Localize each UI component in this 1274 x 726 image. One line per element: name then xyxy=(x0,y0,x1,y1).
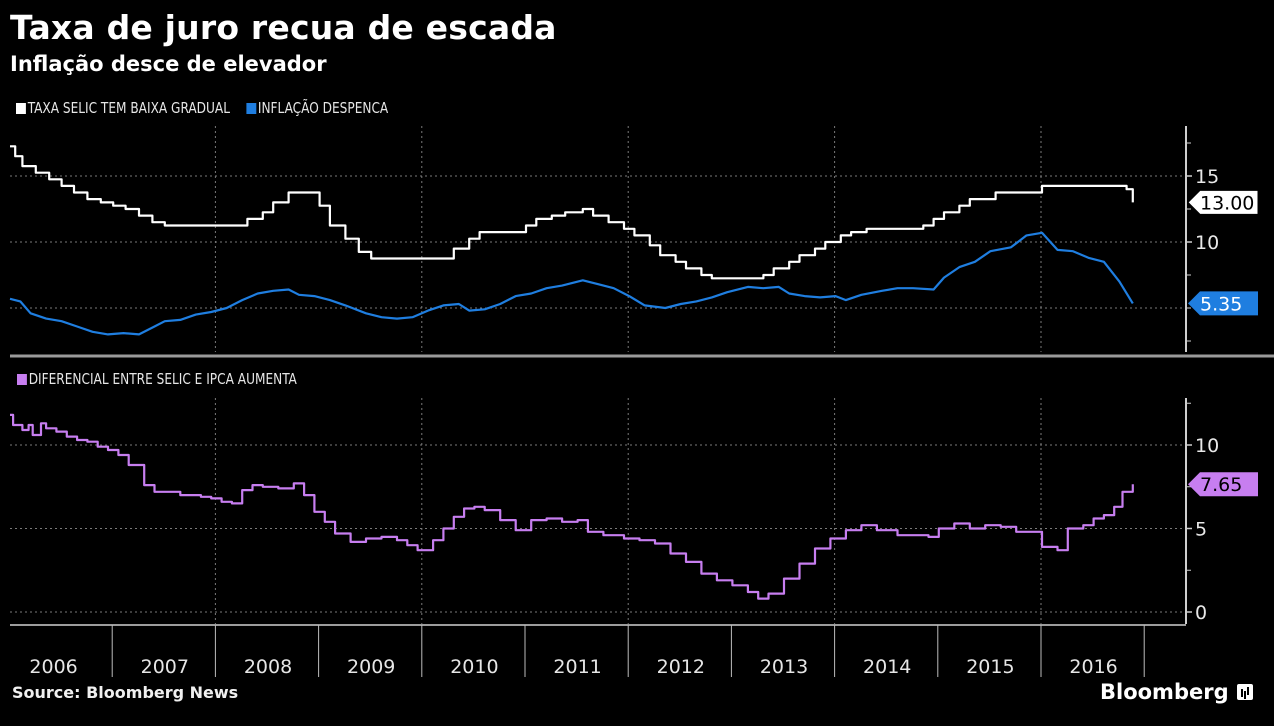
x-tick-label: 2006 xyxy=(29,656,77,678)
brand-name: Bloomberg xyxy=(1100,680,1229,704)
x-tick-label: 2010 xyxy=(450,656,498,678)
last-value-flag xyxy=(1187,189,1259,215)
last-value-flag xyxy=(1188,291,1258,316)
legend-bottom: DIFERENCIAL ENTRE SELIC E IPCA AUMENTA xyxy=(17,370,309,388)
source-note: Source: Bloomberg News xyxy=(12,683,239,702)
legend-swatch-selic xyxy=(16,102,26,114)
x-tick-label: 2015 xyxy=(966,656,1014,678)
chart-subtitle: Inflação desce de elevador xyxy=(10,52,327,76)
series-spread-line xyxy=(10,413,1134,600)
y-tick-label: 5 xyxy=(1195,519,1207,541)
last-value-flag xyxy=(1188,472,1258,497)
y-tick-label: 10 xyxy=(1195,232,1219,254)
y-tick-label: 15 xyxy=(1195,166,1219,188)
last-value-label: 5.35 xyxy=(1200,293,1242,315)
legend-label-ipca: INFLAÇÃO DESPENCA xyxy=(257,99,389,117)
x-tick-label: 2008 xyxy=(244,656,292,678)
legend-top: TAXA SELIC TEM BAIXA GRADUAL INFLAÇÃO DE… xyxy=(16,99,401,117)
last-value-label: 13.00 xyxy=(1200,192,1254,214)
x-tick-label: 2014 xyxy=(863,656,911,678)
y-tick-label: 0 xyxy=(1195,602,1207,624)
x-tick-label: 2013 xyxy=(760,656,808,678)
legend-item-spread: DIFERENCIAL ENTRE SELIC E IPCA AUMENTA xyxy=(17,370,297,388)
series-ipca-line xyxy=(9,231,1134,336)
x-tick-label: 2007 xyxy=(141,656,189,678)
x-tick-label: 2009 xyxy=(347,656,395,678)
bar-chart-icon xyxy=(1236,684,1253,700)
x-tick-label: 2011 xyxy=(553,656,601,678)
series-selic-line xyxy=(10,145,1134,280)
legend-swatch-ipca xyxy=(246,102,257,114)
legend-label-spread: DIFERENCIAL ENTRE SELIC E IPCA AUMENTA xyxy=(28,370,297,388)
legend-swatch-spread xyxy=(17,373,27,385)
x-tick-label: 2012 xyxy=(657,656,705,678)
legend-item-selic: TAXA SELIC TEM BAIXA GRADUAL xyxy=(16,99,230,117)
legend-item-ipca: INFLAÇÃO DESPENCA xyxy=(246,99,388,117)
bloomberg-logo: Bloomberg xyxy=(1100,680,1253,704)
last-value-label: 7.65 xyxy=(1200,474,1242,496)
legend-label-selic: TAXA SELIC TEM BAIXA GRADUAL xyxy=(27,99,230,117)
y-tick-label: 10 xyxy=(1195,435,1219,457)
x-tick-label: 2016 xyxy=(1069,656,1117,678)
chart-title: Taxa de juro recua de escada xyxy=(10,8,557,47)
